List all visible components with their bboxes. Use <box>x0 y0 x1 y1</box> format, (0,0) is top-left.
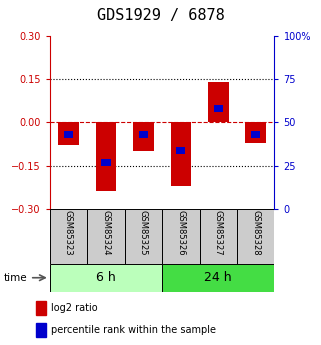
Bar <box>251 131 260 138</box>
Text: time: time <box>3 273 27 283</box>
Text: GSM85326: GSM85326 <box>176 210 185 256</box>
Bar <box>87 209 125 264</box>
Text: GSM85323: GSM85323 <box>64 210 73 256</box>
Bar <box>101 159 110 166</box>
Text: 6 h: 6 h <box>96 271 116 284</box>
Bar <box>50 209 87 264</box>
Bar <box>170 122 191 186</box>
Bar <box>246 122 266 142</box>
Bar <box>200 209 237 264</box>
Bar <box>36 323 46 337</box>
Bar <box>162 264 274 292</box>
Text: GSM85328: GSM85328 <box>251 210 260 256</box>
Text: percentile rank within the sample: percentile rank within the sample <box>51 325 216 335</box>
Bar <box>50 264 162 292</box>
Text: GSM85325: GSM85325 <box>139 210 148 256</box>
Text: GSM85327: GSM85327 <box>214 210 223 256</box>
Text: 24 h: 24 h <box>204 271 232 284</box>
Bar <box>176 147 186 154</box>
Bar <box>36 300 46 315</box>
Text: GDS1929 / 6878: GDS1929 / 6878 <box>97 8 224 23</box>
Bar <box>139 131 148 138</box>
Bar <box>214 105 223 112</box>
Text: log2 ratio: log2 ratio <box>51 303 98 313</box>
Text: GSM85324: GSM85324 <box>101 210 110 256</box>
Bar <box>133 122 154 151</box>
Bar <box>208 82 229 122</box>
Bar <box>237 209 274 264</box>
Bar <box>96 122 116 191</box>
Bar <box>125 209 162 264</box>
Bar <box>162 209 200 264</box>
Bar <box>64 131 73 138</box>
Bar <box>58 122 79 146</box>
